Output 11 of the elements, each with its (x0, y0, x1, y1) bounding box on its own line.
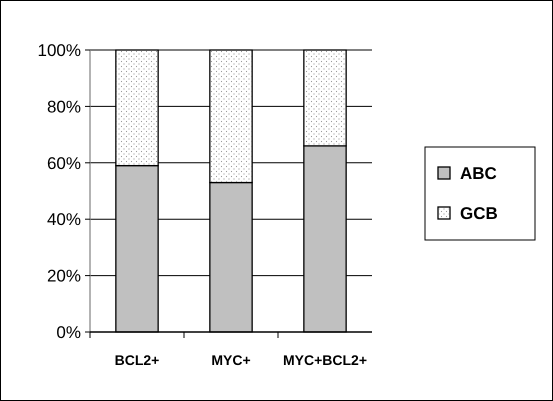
x-tick-label: MYC+ (211, 352, 251, 368)
y-tick-label: 80% (46, 97, 81, 116)
legend-label: ABC (460, 164, 497, 183)
y-tick-label: 40% (46, 210, 81, 230)
y-tick-label: 60% (46, 154, 81, 173)
y-tick-label: 100% (38, 40, 81, 60)
x-tick-label: MYC+BCL2+ (282, 352, 368, 368)
x-tick-label: BCL2+ (114, 352, 160, 368)
y-tick-label: 20% (46, 266, 81, 286)
y-tick-label: 0% (56, 322, 81, 342)
legend-label: GCB (460, 204, 498, 223)
